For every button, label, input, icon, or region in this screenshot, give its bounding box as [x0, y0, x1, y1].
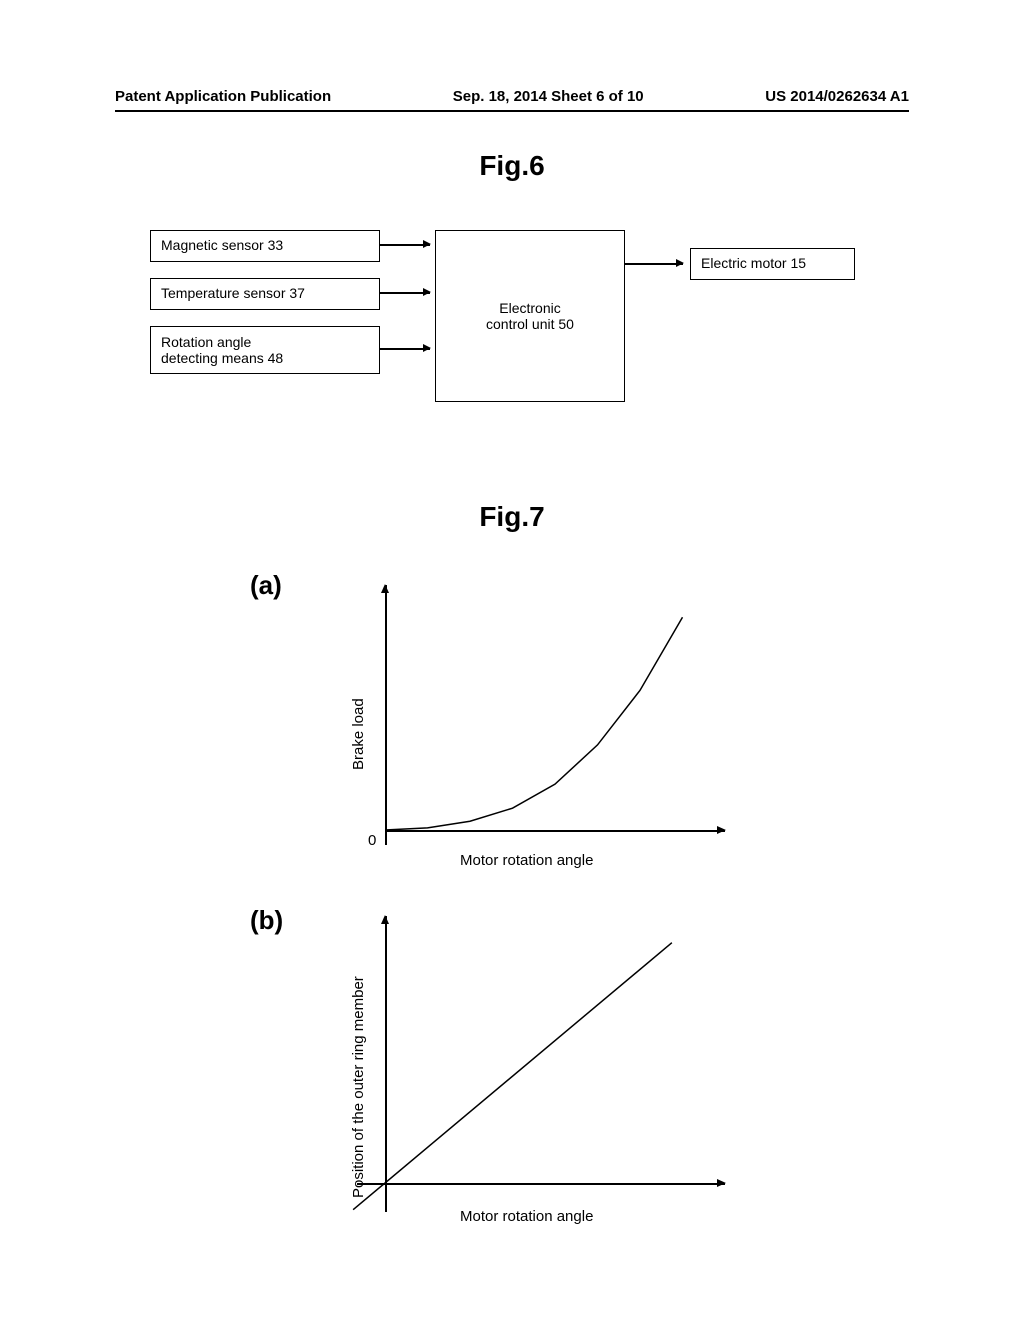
chart-a-curve	[385, 590, 725, 830]
arrow-sensor2-ecu	[380, 292, 430, 294]
box-rotation-angle-detecting: Rotation angle detecting means 48	[150, 326, 380, 374]
arrow-ecu-motor	[625, 263, 683, 265]
fig7-title: Fig.7	[479, 501, 544, 533]
box-label-line1: Rotation angle	[161, 334, 251, 350]
chart-b: Position of the outer ring member Motor …	[295, 908, 795, 1268]
panel-b-label: (b)	[250, 905, 283, 936]
chart-a-ylabel: Brake load	[350, 698, 367, 770]
chart-a-xlabel: Motor rotation angle	[460, 852, 593, 869]
arrow-sensor1-ecu	[380, 244, 430, 246]
box-label-line1: Electronic	[499, 300, 560, 316]
chart-b-curve	[295, 908, 795, 1268]
chart-a-origin: 0	[368, 832, 376, 849]
box-label-line2: detecting means 48	[161, 350, 283, 366]
box-temperature-sensor: Temperature sensor 37	[150, 278, 380, 310]
page-header: Patent Application Publication Sep. 18, …	[0, 88, 1024, 105]
fig6-block-diagram: Magnetic sensor 33 Temperature sensor 37…	[150, 230, 900, 430]
box-electronic-control-unit: Electronic control unit 50	[435, 230, 625, 402]
box-label: Electric motor 15	[701, 255, 806, 271]
box-label: Temperature sensor 37	[161, 285, 305, 301]
header-center: Sep. 18, 2014 Sheet 6 of 10	[453, 88, 644, 105]
arrow-sensor3-ecu	[380, 348, 430, 350]
box-electric-motor: Electric motor 15	[690, 248, 855, 280]
box-label: Magnetic sensor 33	[161, 237, 283, 253]
header-rule	[115, 110, 909, 112]
box-label-line2: control unit 50	[486, 316, 574, 332]
panel-a-label: (a)	[250, 570, 282, 601]
header-left: Patent Application Publication	[115, 88, 331, 105]
fig6-title: Fig.6	[479, 150, 544, 182]
chart-a-x-axis	[385, 830, 725, 832]
header-right: US 2014/0262634 A1	[765, 88, 909, 105]
box-magnetic-sensor: Magnetic sensor 33	[150, 230, 380, 262]
chart-a: 0 Brake load Motor rotation angle	[295, 570, 795, 890]
